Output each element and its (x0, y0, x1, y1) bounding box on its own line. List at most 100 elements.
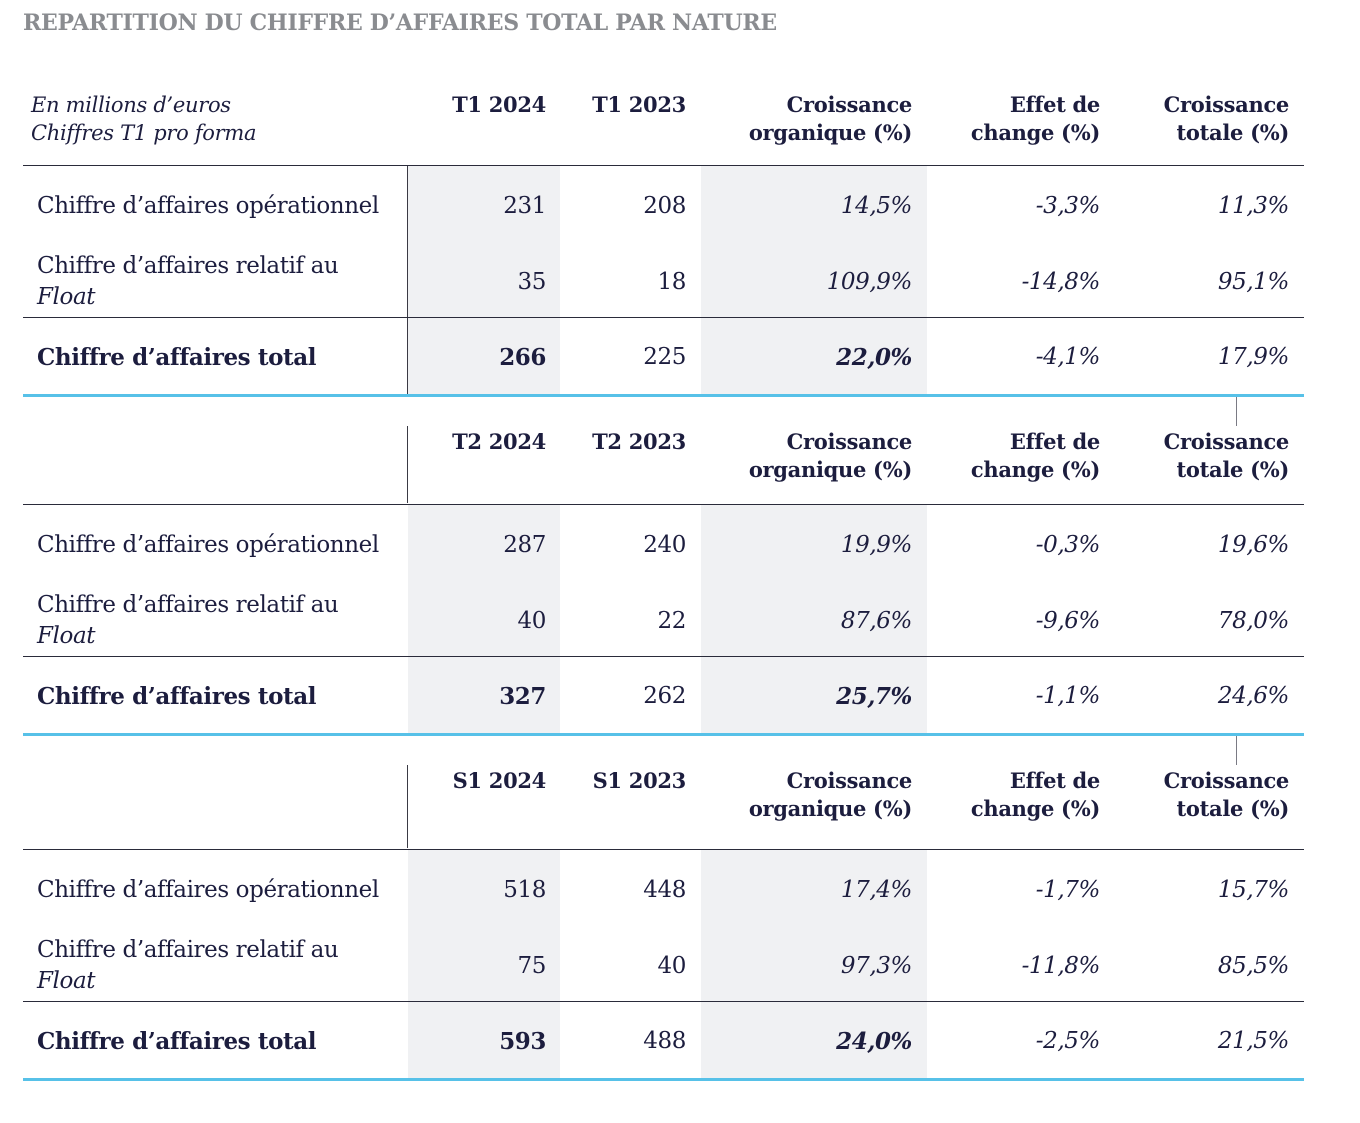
column-header-organic-growth: organique (%) (748, 457, 912, 482)
column-divider (407, 765, 408, 848)
cell-float-total-growth: 85,5% (1217, 952, 1289, 979)
cell-float-current-period: 40 (517, 607, 547, 634)
cell-total-organic-growth: 24,0% (836, 1028, 912, 1055)
cell-operational-total-growth: 11,3% (1217, 193, 1289, 219)
column-header-current-period: S1 2024 (452, 768, 547, 793)
column-divider (407, 426, 408, 503)
column-header-total-growth: totale (%) (1176, 796, 1290, 821)
cell-total-current-period: 266 (499, 344, 546, 371)
cell-operational-fx-effect: -3,3% (1035, 193, 1101, 219)
pro-forma-note: Chiffres T1 pro forma (31, 121, 257, 145)
shaded-column-organic-growth (701, 505, 927, 733)
row-label-operational-revenue: Chiffre d’affaires opérationnel (37, 193, 379, 219)
cell-float-total-growth: 95,1% (1217, 268, 1289, 295)
cell-total-fx-effect: -2,5% (1035, 1028, 1101, 1054)
cell-operational-organic-growth: 17,4% (840, 877, 912, 903)
cell-operational-prior-period: 240 (643, 532, 686, 558)
cell-total-current-period: 327 (499, 683, 546, 710)
row-label-float-revenue: Float (37, 623, 96, 649)
section-bottom-rule (23, 394, 1304, 397)
column-header-prior-period: T1 2023 (592, 92, 686, 117)
cell-total-prior-period: 225 (643, 344, 686, 370)
cell-operational-total-growth: 19,6% (1217, 532, 1289, 558)
column-header-total-growth: totale (%) (1176, 120, 1290, 145)
row-label-float-revenue: Chiffre d’affaires relatif au (37, 937, 339, 963)
row-label-float-revenue: Chiffre d’affaires relatif au (37, 253, 339, 279)
cell-total-current-period: 593 (499, 1028, 546, 1055)
shaded-column-organic-growth (701, 850, 927, 1078)
column-header-organic-growth: Croissance (786, 92, 913, 117)
cell-float-fx-effect: -11,8% (1021, 952, 1101, 979)
column-header-fx-effect: Effet de (1009, 92, 1100, 117)
cell-float-current-period: 35 (517, 268, 547, 295)
shaded-column-current-period (408, 505, 560, 733)
cell-total-organic-growth: 22,0% (836, 344, 912, 371)
cell-float-organic-growth: 109,9% (826, 268, 913, 295)
row-label-total-revenue: Chiffre d’affaires total (37, 1028, 317, 1055)
row-label-operational-revenue: Chiffre d’affaires opérationnel (37, 877, 379, 903)
column-header-total-growth: Croissance (1163, 768, 1290, 793)
column-divider (407, 165, 408, 394)
column-header-organic-growth: organique (%) (748, 120, 912, 145)
cell-float-prior-period: 22 (657, 607, 687, 634)
cell-operational-fx-effect: -0,3% (1035, 532, 1101, 558)
row-label-float-revenue: Chiffre d’affaires relatif au (37, 592, 339, 618)
column-header-organic-growth: organique (%) (748, 796, 912, 821)
column-header-fx-effect: Effet de (1009, 429, 1100, 454)
cell-float-total-growth: 78,0% (1217, 607, 1289, 634)
column-header-total-growth: totale (%) (1176, 457, 1290, 482)
column-header-prior-period: T2 2023 (592, 429, 686, 454)
column-header-organic-growth: Croissance (786, 429, 913, 454)
section-bottom-rule (23, 1078, 1304, 1081)
shaded-column-current-period (408, 850, 560, 1078)
row-label-float-revenue: Float (37, 968, 96, 994)
section-tick (1236, 397, 1237, 426)
cell-operational-organic-growth: 19,9% (840, 532, 912, 558)
page-title: REPARTITION DU CHIFFRE D’AFFAIRES TOTAL … (23, 10, 777, 36)
cell-float-prior-period: 18 (657, 268, 687, 295)
row-label-total-revenue: Chiffre d’affaires total (37, 683, 317, 710)
cell-total-prior-period: 488 (643, 1028, 686, 1054)
cell-operational-prior-period: 208 (643, 193, 686, 219)
header-rule (23, 504, 1304, 505)
cell-operational-fx-effect: -1,7% (1035, 877, 1101, 903)
cell-total-fx-effect: -1,1% (1035, 683, 1101, 709)
cell-operational-prior-period: 448 (643, 877, 686, 903)
row-label-total-revenue: Chiffre d’affaires total (37, 344, 317, 371)
row-label-float-revenue: Float (37, 284, 96, 310)
cell-total-total-growth: 21,5% (1217, 1028, 1289, 1054)
header-rule (23, 165, 1304, 166)
column-header-total-growth: Croissance (1163, 429, 1290, 454)
row-label-operational-revenue: Chiffre d’affaires opérationnel (37, 532, 379, 558)
cell-float-current-period: 75 (517, 952, 547, 979)
column-header-current-period: T1 2024 (452, 92, 546, 117)
cell-operational-organic-growth: 14,5% (840, 193, 912, 219)
cell-float-organic-growth: 87,6% (840, 607, 912, 634)
cell-float-fx-effect: -14,8% (1021, 268, 1101, 295)
cell-operational-current-period: 287 (503, 532, 546, 558)
shaded-column-organic-growth (701, 166, 927, 394)
column-header-fx-effect: change (%) (970, 457, 1100, 482)
column-header-fx-effect: Effet de (1009, 768, 1100, 793)
shaded-column-current-period (408, 166, 560, 394)
section-bottom-rule (23, 733, 1304, 736)
cell-float-organic-growth: 97,3% (840, 952, 912, 979)
units-note: En millions d’euros (31, 93, 231, 117)
cell-total-total-growth: 24,6% (1217, 683, 1289, 709)
cell-operational-current-period: 231 (503, 193, 546, 219)
total-rule (23, 1001, 1304, 1002)
cell-operational-current-period: 518 (503, 877, 546, 903)
column-header-prior-period: S1 2023 (592, 768, 687, 793)
cell-operational-total-growth: 15,7% (1217, 877, 1289, 903)
column-header-total-growth: Croissance (1163, 92, 1290, 117)
total-rule (23, 656, 1304, 657)
cell-total-fx-effect: -4,1% (1035, 344, 1101, 370)
total-rule (23, 317, 1304, 318)
cell-float-prior-period: 40 (657, 952, 687, 979)
column-header-fx-effect: change (%) (970, 796, 1100, 821)
header-rule (23, 849, 1304, 850)
cell-total-prior-period: 262 (643, 683, 686, 709)
section-tick (1236, 736, 1237, 765)
cell-total-organic-growth: 25,7% (836, 683, 912, 710)
column-header-organic-growth: Croissance (786, 768, 913, 793)
